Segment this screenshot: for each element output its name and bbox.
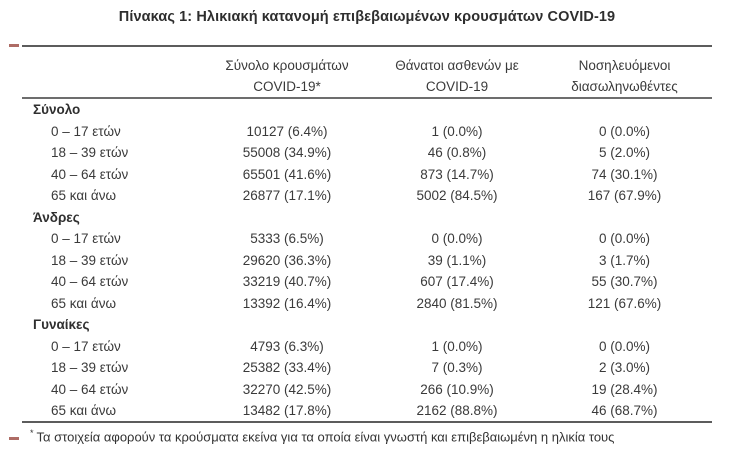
data-row: 65 και άνω 13482 (17.8%) 2162 (88.8%) 46… [22, 400, 712, 422]
section-row-women: Γυναίκες [22, 314, 712, 336]
intubated-cell: 55 (30.7%) [591, 274, 658, 290]
section-row-total: Σύνολο [22, 99, 712, 121]
intubated-cell: 0 (0.0%) [598, 338, 651, 354]
deaths-cell: 0 (0.0%) [431, 231, 483, 247]
intubated-cell: 0 (0.0%) [598, 231, 651, 247]
age-label: 40 – 64 ετών [51, 166, 129, 182]
footnote-asterisk: * [30, 428, 34, 438]
cases-cell: 10127 (6.4%) [246, 123, 328, 139]
cases-cell: 32270 (42.5%) [242, 381, 332, 397]
table-footnote: * Τα στοιχεία αφορούν τα κρούσματα εκείνα… [30, 428, 614, 444]
header-cases-line2: COVID-19* [253, 79, 321, 94]
intubated-cell: 121 (67.6%) [587, 295, 662, 311]
table-header-rule [22, 97, 712, 99]
header-deaths: Θάνατοι ασθενών με COVID-19 [377, 55, 537, 97]
cases-cell: 5333 (6.5%) [250, 231, 324, 247]
age-label: 65 και άνω [51, 295, 117, 311]
age-label: 40 – 64 ετών [51, 381, 129, 397]
table-header-row: Σύνολο κρουσμάτων COVID-19* Θάνατοι ασθε… [22, 47, 712, 97]
cases-cell: 13392 (16.4%) [242, 295, 332, 311]
cases-cell: 65501 (41.6%) [242, 166, 332, 182]
data-row: 40 – 64 ετών 33219 (40.7%) 607 (17.4%) 5… [22, 271, 712, 293]
data-row: 18 – 39 ετών 55008 (34.9%) 46 (0.8%) 5 (… [22, 142, 712, 164]
age-label: 18 – 39 ετών [51, 145, 129, 161]
deaths-cell: 7 (0.3%) [431, 360, 483, 376]
cases-cell: 33219 (40.7%) [242, 274, 332, 290]
intubated-cell: 0 (0.0%) [598, 123, 651, 139]
data-row: 40 – 64 ετών 65501 (41.6%) 873 (14.7%) 7… [22, 164, 712, 186]
intubated-cell: 2 (3.0%) [598, 360, 651, 376]
age-label: 65 και άνω [51, 403, 117, 419]
age-label: 40 – 64 ετών [51, 274, 129, 290]
deaths-cell: 5002 (84.5%) [416, 188, 498, 204]
deaths-cell: 873 (14.7%) [420, 166, 494, 182]
header-intubated: Νοσηλευόμενοι διασωληνωθέντες [537, 55, 712, 97]
table-title: Πίνακας 1: Ηλικιακή κατανομή επιβεβαιωμέ… [118, 9, 616, 25]
data-row: 0 – 17 ετών 5333 (6.5%) 0 (0.0%) 0 (0.0%… [22, 228, 712, 250]
header-deaths-line1: Θάνατοι ασθενών με [395, 58, 519, 73]
age-label: 65 και άνω [51, 188, 117, 204]
age-label: 18 – 39 ετών [51, 252, 129, 268]
data-row: 40 – 64 ετών 32270 (42.5%) 266 (10.9%) 1… [22, 379, 712, 401]
data-row: 18 – 39 ετών 25382 (33.4%) 7 (0.3%) 2 (3… [22, 357, 712, 379]
header-empty [22, 55, 197, 97]
header-deaths-line2: COVID-19 [425, 79, 489, 94]
intubated-cell: 3 (1.7%) [598, 252, 651, 268]
cases-cell: 13482 (17.8%) [242, 403, 332, 419]
deaths-cell: 1 (0.0%) [431, 123, 483, 139]
table-top-rule [22, 45, 712, 47]
table-bottom-rule [22, 421, 712, 423]
deaths-cell: 2840 (81.5%) [416, 295, 498, 311]
cases-cell: 29620 (36.3%) [242, 252, 332, 268]
section-label: Σύνολο [33, 102, 81, 118]
cases-cell: 4793 (6.3%) [250, 338, 324, 354]
intubated-cell: 167 (67.9%) [587, 188, 662, 204]
data-row: 0 – 17 ετών 10127 (6.4%) 1 (0.0%) 0 (0.0… [22, 121, 712, 143]
header-intubated-line1: Νοσηλευόμενοι [578, 58, 671, 73]
header-cases-line1: Σύνολο κρουσμάτων [225, 58, 349, 73]
intubated-cell: 5 (2.0%) [598, 145, 651, 161]
data-row: 65 και άνω 26877 (17.1%) 5002 (84.5%) 16… [22, 185, 712, 207]
footnote-text: Τα στοιχεία αφορούν τα κρούσματα εκείνα … [36, 429, 615, 445]
section-row-men: Άνδρες [22, 207, 712, 229]
header-cases: Σύνολο κρουσμάτων COVID-19* [197, 55, 377, 97]
deaths-cell: 39 (1.1%) [427, 252, 487, 268]
cases-cell: 26877 (17.1%) [242, 188, 332, 204]
deaths-cell: 1 (0.0%) [431, 338, 483, 354]
age-label: 18 – 39 ετών [51, 360, 129, 376]
deaths-cell: 2162 (88.8%) [416, 403, 498, 419]
intubated-cell: 74 (30.1%) [591, 166, 658, 182]
deaths-cell: 607 (17.4%) [420, 274, 494, 290]
intubated-cell: 46 (68.7%) [591, 403, 658, 419]
deaths-cell: 266 (10.9%) [420, 381, 494, 397]
deaths-cell: 46 (0.8%) [427, 145, 487, 161]
age-label: 0 – 17 ετών [51, 338, 121, 354]
table-body: Σύνολο 0 – 17 ετών 10127 (6.4%) 1 (0.0%)… [22, 99, 712, 422]
intubated-cell: 19 (28.4%) [591, 381, 658, 397]
section-label: Άνδρες [33, 209, 80, 225]
cases-cell: 55008 (34.9%) [242, 145, 332, 161]
section-label: Γυναίκες [33, 317, 90, 333]
left-margin-tick-bottom [9, 437, 19, 440]
header-intubated-line2: διασωληνωθέντες [571, 79, 678, 94]
age-label: 0 – 17 ετών [51, 231, 121, 247]
data-row: 18 – 39 ετών 29620 (36.3%) 39 (1.1%) 3 (… [22, 250, 712, 272]
left-margin-tick-top [9, 44, 19, 47]
data-row: 0 – 17 ετών 4793 (6.3%) 1 (0.0%) 0 (0.0%… [22, 336, 712, 358]
data-row: 65 και άνω 13392 (16.4%) 2840 (81.5%) 12… [22, 293, 712, 315]
age-label: 0 – 17 ετών [51, 123, 121, 139]
cases-cell: 25382 (33.4%) [242, 360, 332, 376]
